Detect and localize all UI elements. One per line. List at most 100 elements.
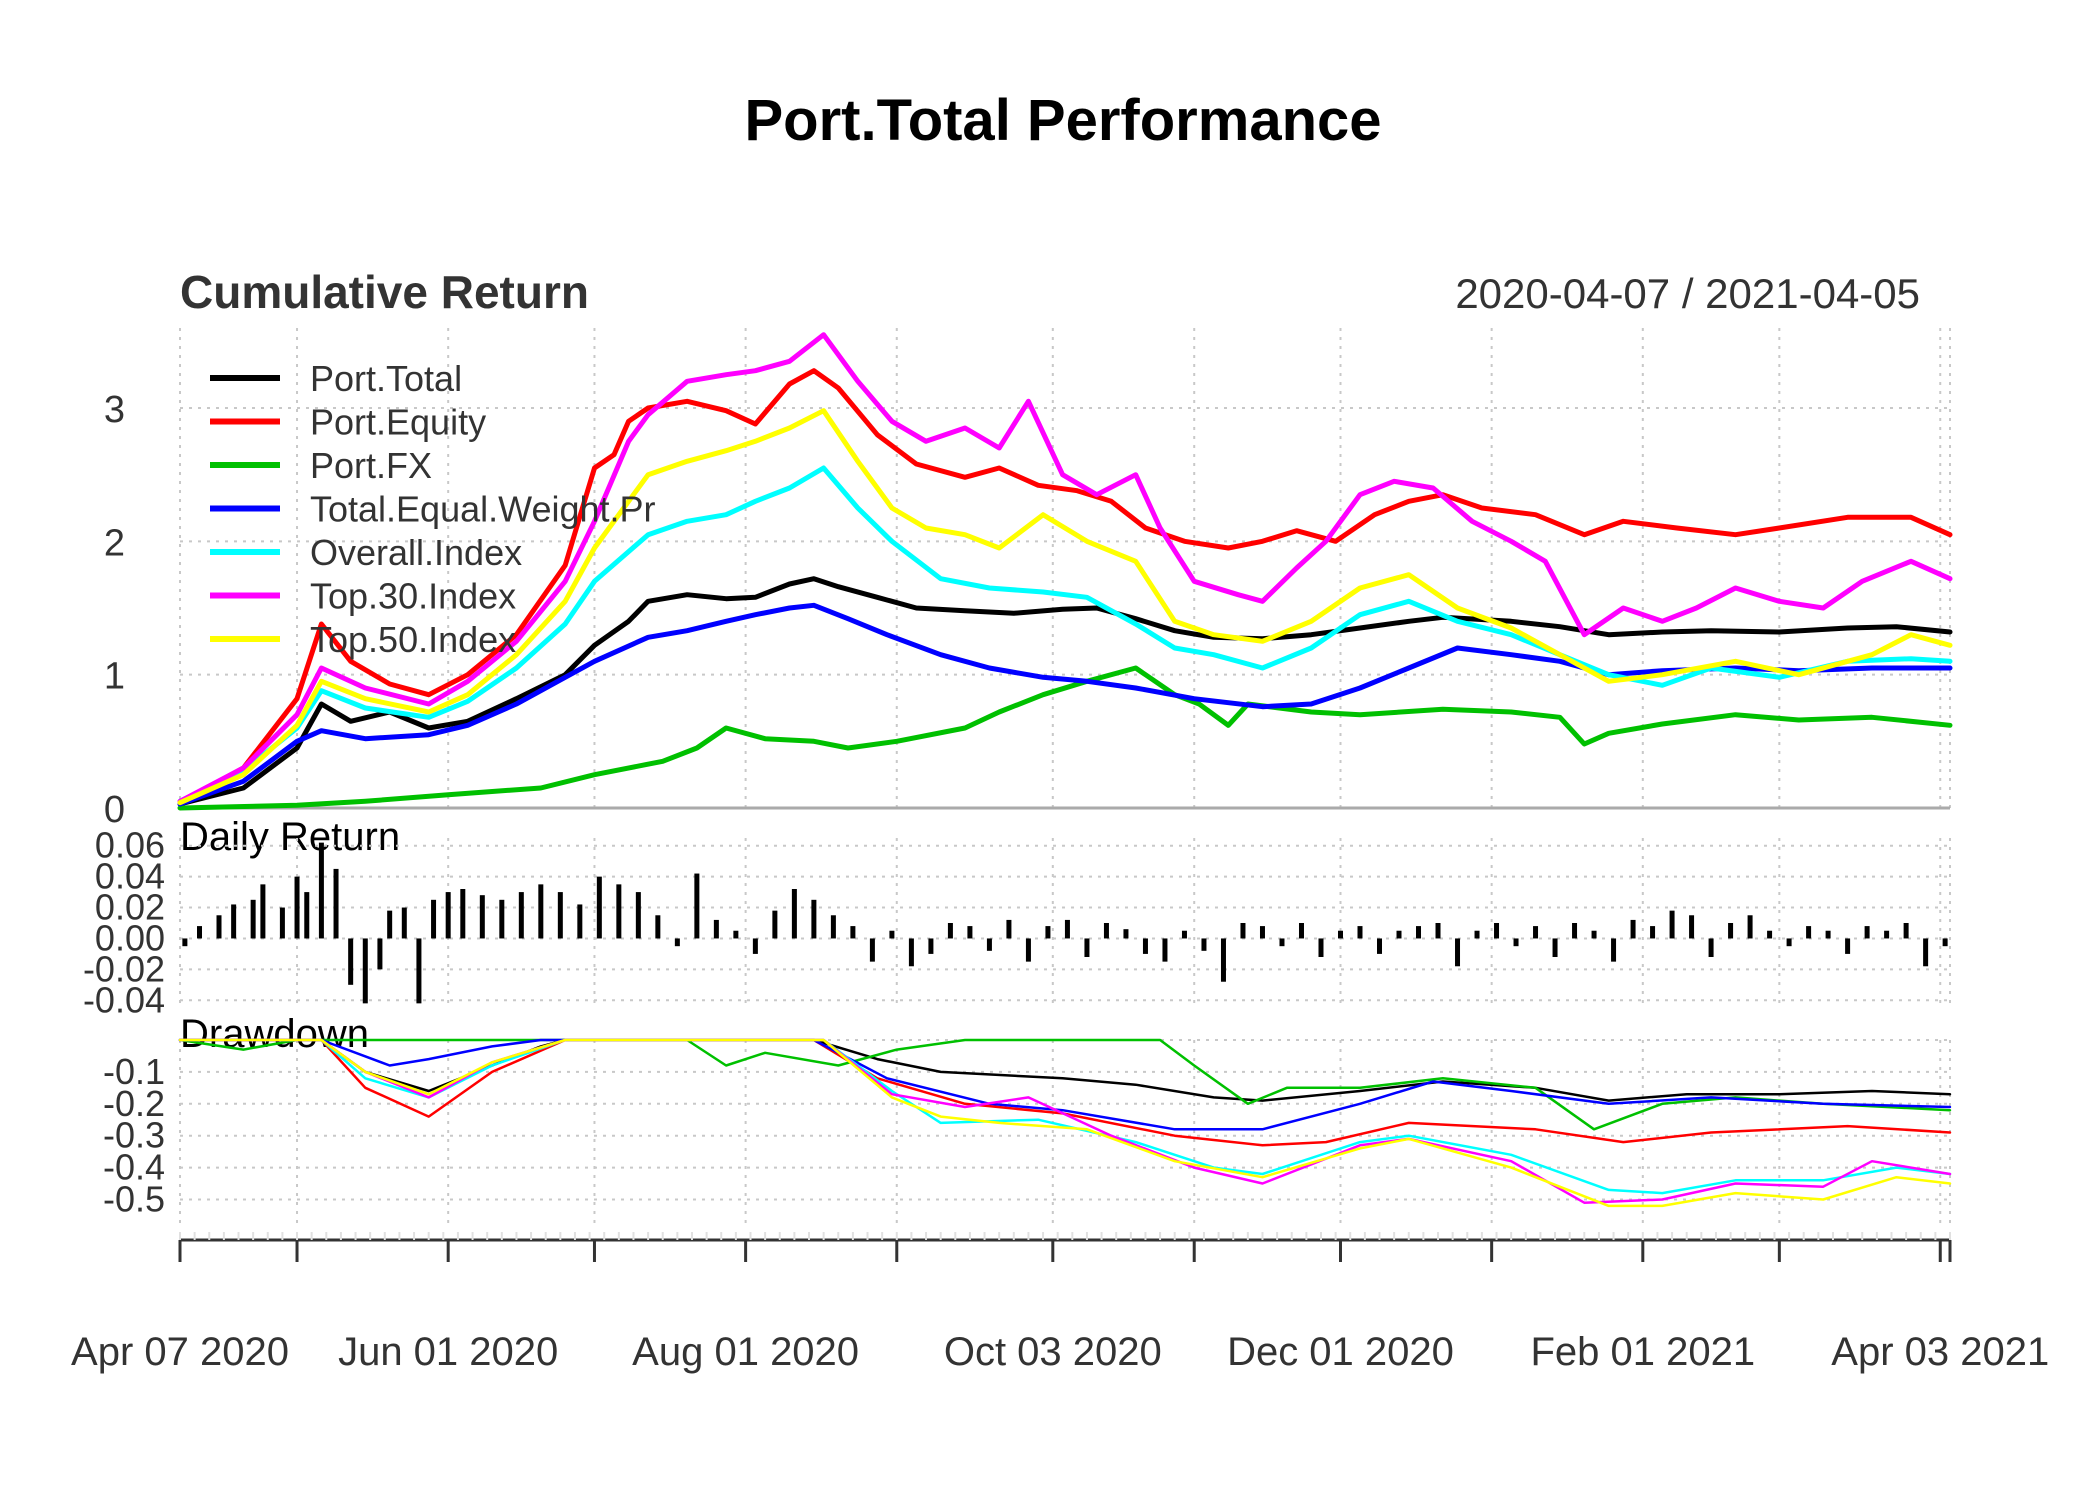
daily-return-bar [1337, 930, 1343, 939]
daily-return-bar [1064, 919, 1070, 939]
cumulative-line-port-fx [177, 665, 1953, 811]
daily-return-bar [250, 899, 256, 939]
x-tick-label: Apr 03 2021 [1831, 1330, 2049, 1374]
daily-return-bar [889, 930, 895, 939]
daily-return-bar [197, 926, 203, 939]
y-tick-label: -0.3 [103, 1115, 165, 1156]
daily-return-bar [479, 895, 485, 939]
cumulative-panel-title: Cumulative Return [180, 266, 589, 318]
daily-return-bar [1650, 926, 1656, 939]
y-tick-label: -0.04 [83, 979, 165, 1020]
daily-return-bar [947, 923, 953, 939]
daily-return-bar [279, 907, 285, 939]
daily-return-bar [1884, 930, 1890, 939]
series-lines [177, 332, 1953, 1208]
daily-return-bar [1025, 938, 1031, 962]
daily-return-bar [182, 938, 188, 947]
daily-return-bar [260, 884, 266, 939]
daily-return-bar [1923, 938, 1929, 967]
y-tick-label: 0.02 [95, 887, 165, 928]
daily-return-bar [538, 884, 544, 939]
daily-return-bar [928, 938, 934, 954]
y-tick-label: 0.00 [95, 917, 165, 958]
daily-return-bar [1786, 938, 1792, 947]
daily-return-bar [1533, 926, 1539, 939]
daily-return-bar [1767, 930, 1773, 939]
daily-return-bar [577, 904, 583, 939]
legend-label-total-equal-weight-pr: Total.Equal.Weight.Pr [310, 489, 656, 530]
daily-return-bar [1572, 923, 1578, 939]
daily-return-panel-title: Daily Return [180, 815, 400, 859]
daily-return-bar [713, 919, 719, 939]
daily-return-bar [1611, 938, 1617, 962]
daily-return-bar [674, 938, 680, 947]
daily-return-bar [733, 930, 739, 939]
daily-return-bar [416, 938, 422, 1004]
daily-return-bar [294, 876, 300, 939]
daily-return-bar [304, 892, 310, 939]
drawdown-panel-title: Drawdown [180, 1012, 369, 1056]
daily-return-bar [694, 873, 700, 939]
daily-return-bar [1142, 938, 1148, 954]
date-range-label: 2020-04-07 / 2021-04-05 [1455, 270, 1920, 317]
daily-return-bar [1455, 938, 1461, 967]
daily-return-bars [182, 842, 1948, 1004]
grid-lines [179, 328, 1951, 1225]
drawdown-line-port-fx [178, 1038, 1952, 1131]
daily-return-bar [1181, 930, 1187, 939]
daily-return-bar [1903, 923, 1909, 939]
y-tick-label: 0 [104, 789, 125, 831]
x-axis: Apr 07 2020 Jun 01 2020 Aug 01 2020 Oct 03 … [71, 1232, 2049, 1374]
x-tick-label: Jun 01 2020 [338, 1330, 558, 1374]
drawdown-line-total-equal-weight-pr [178, 1038, 1952, 1131]
daily-return-bar [1728, 923, 1734, 939]
daily-return-bar [318, 842, 324, 939]
daily-return-bar [1279, 938, 1285, 947]
cumulative-line-port-total [177, 576, 1953, 807]
y-tick-label: 0.06 [95, 825, 165, 866]
cumulative-line-total-equal-weight-pr [177, 602, 1953, 807]
daily-return-bar [518, 892, 524, 939]
y-tick-label: -0.02 [83, 948, 165, 989]
daily-return-bar [655, 915, 661, 939]
daily-return-bar [1240, 923, 1246, 939]
daily-return-bar [1689, 915, 1695, 939]
daily-return-bar [1045, 926, 1051, 939]
legend-label-port-fx: Port.FX [310, 445, 432, 486]
daily-return-bar [1942, 938, 1948, 947]
daily-return-bar [348, 938, 354, 985]
daily-return-bar [1006, 919, 1012, 939]
daily-return-bar [1669, 910, 1675, 939]
daily-return-bar [333, 868, 339, 939]
daily-return-bar [1845, 938, 1851, 954]
legend-label-overall-index: Overall.Index [310, 532, 522, 573]
y-tick-labels: 0123-0.04-0.020.000.020.040.06-0.1-0.2-0… [83, 389, 165, 1219]
daily-return-bar [1494, 923, 1500, 939]
daily-return-bar [616, 884, 622, 939]
legend-label-top-30-index: Top.30.Index [310, 576, 516, 617]
daily-return-bar [752, 938, 758, 954]
daily-return-bar [1552, 938, 1558, 957]
daily-return-bar [557, 892, 563, 939]
daily-return-bar [216, 915, 222, 939]
daily-return-bar [1357, 926, 1363, 939]
daily-return-bar [401, 907, 407, 939]
daily-return-bar [1201, 938, 1207, 951]
daily-return-bar [445, 892, 451, 939]
x-tick-label: Aug 01 2020 [632, 1330, 859, 1374]
drawdown-line-port-total [178, 1038, 1952, 1102]
daily-return-bar [1806, 926, 1812, 939]
cumulative-line-top-30-index [177, 332, 1953, 804]
x-tick-label: Feb 01 2021 [1530, 1330, 1755, 1374]
daily-return-bar [377, 938, 383, 970]
legend-label-top-50-index: Top.50.Index [310, 619, 516, 660]
daily-return-bar [1513, 938, 1519, 947]
y-tick-label: -0.5 [103, 1178, 165, 1219]
daily-return-bar [869, 938, 875, 962]
cumulative-line-top-50-index [177, 408, 1953, 806]
daily-return-bar [1259, 926, 1265, 939]
daily-return-bar [635, 892, 641, 939]
legend: Port.TotalPort.EquityPort.FXTotal.Equal.… [210, 358, 656, 660]
daily-return-bar [986, 938, 992, 951]
daily-return-bar [1084, 938, 1090, 957]
